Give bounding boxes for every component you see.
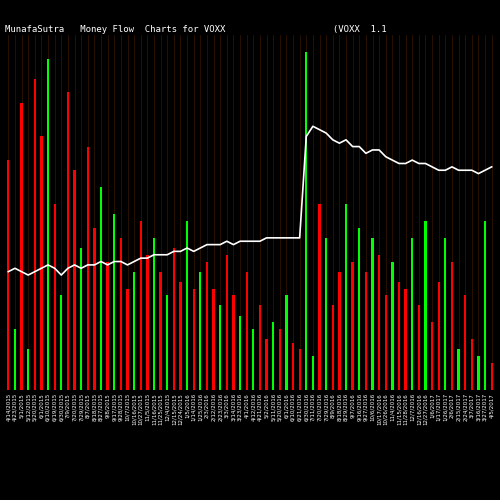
Bar	[444, 238, 446, 390]
Bar	[378, 255, 380, 390]
Bar	[286, 296, 288, 390]
Bar	[384, 296, 387, 390]
Bar	[14, 329, 16, 390]
Bar	[20, 102, 22, 390]
Bar	[484, 221, 486, 390]
Bar	[431, 322, 434, 390]
Bar	[40, 136, 42, 390]
Bar	[146, 255, 148, 390]
Bar	[478, 356, 480, 390]
Bar	[438, 282, 440, 390]
Bar	[60, 296, 62, 390]
Bar	[490, 363, 493, 390]
Bar	[372, 238, 374, 390]
Bar	[186, 221, 188, 390]
Bar	[246, 272, 248, 390]
Bar	[418, 306, 420, 390]
Bar	[464, 296, 466, 390]
Bar	[338, 272, 340, 390]
Bar	[180, 282, 182, 390]
Bar	[47, 58, 49, 390]
Bar	[272, 322, 274, 390]
Bar	[305, 52, 308, 390]
Bar	[266, 340, 268, 390]
Bar	[364, 272, 367, 390]
Bar	[318, 204, 320, 390]
Bar	[160, 272, 162, 390]
Bar	[172, 248, 175, 390]
Bar	[226, 255, 228, 390]
Bar	[219, 306, 222, 390]
Bar	[278, 329, 281, 390]
Bar	[325, 238, 328, 390]
Bar	[332, 306, 334, 390]
Bar	[292, 342, 294, 390]
Bar	[358, 228, 360, 390]
Bar	[239, 316, 241, 390]
Bar	[192, 288, 195, 390]
Bar	[80, 248, 82, 390]
Bar	[232, 296, 234, 390]
Bar	[458, 350, 460, 390]
Bar	[66, 92, 69, 390]
Bar	[100, 187, 102, 390]
Bar	[27, 350, 30, 390]
Bar	[451, 262, 453, 390]
Bar	[86, 146, 89, 390]
Bar	[54, 204, 56, 390]
Bar	[120, 238, 122, 390]
Bar	[126, 288, 128, 390]
Bar	[113, 214, 116, 390]
Bar	[411, 238, 414, 390]
Bar	[424, 221, 426, 390]
Bar	[259, 306, 261, 390]
Bar	[312, 356, 314, 390]
Bar	[133, 272, 136, 390]
Bar	[298, 350, 301, 390]
Bar	[391, 262, 394, 390]
Bar	[140, 221, 142, 390]
Bar	[345, 204, 347, 390]
Bar	[166, 296, 168, 390]
Bar	[352, 262, 354, 390]
Bar	[93, 228, 96, 390]
Bar	[212, 288, 214, 390]
Bar	[34, 79, 36, 390]
Bar	[106, 262, 109, 390]
Bar	[199, 272, 202, 390]
Bar	[252, 329, 254, 390]
Bar	[74, 170, 76, 390]
Bar	[398, 282, 400, 390]
Bar	[7, 160, 10, 390]
Bar	[206, 262, 208, 390]
Bar	[153, 238, 155, 390]
Text: MunafaSutra   Money Flow  Charts for VOXX                    (VOXX  1.1         : MunafaSutra Money Flow Charts for VOXX (…	[5, 25, 500, 34]
Bar	[470, 340, 473, 390]
Bar	[404, 288, 407, 390]
